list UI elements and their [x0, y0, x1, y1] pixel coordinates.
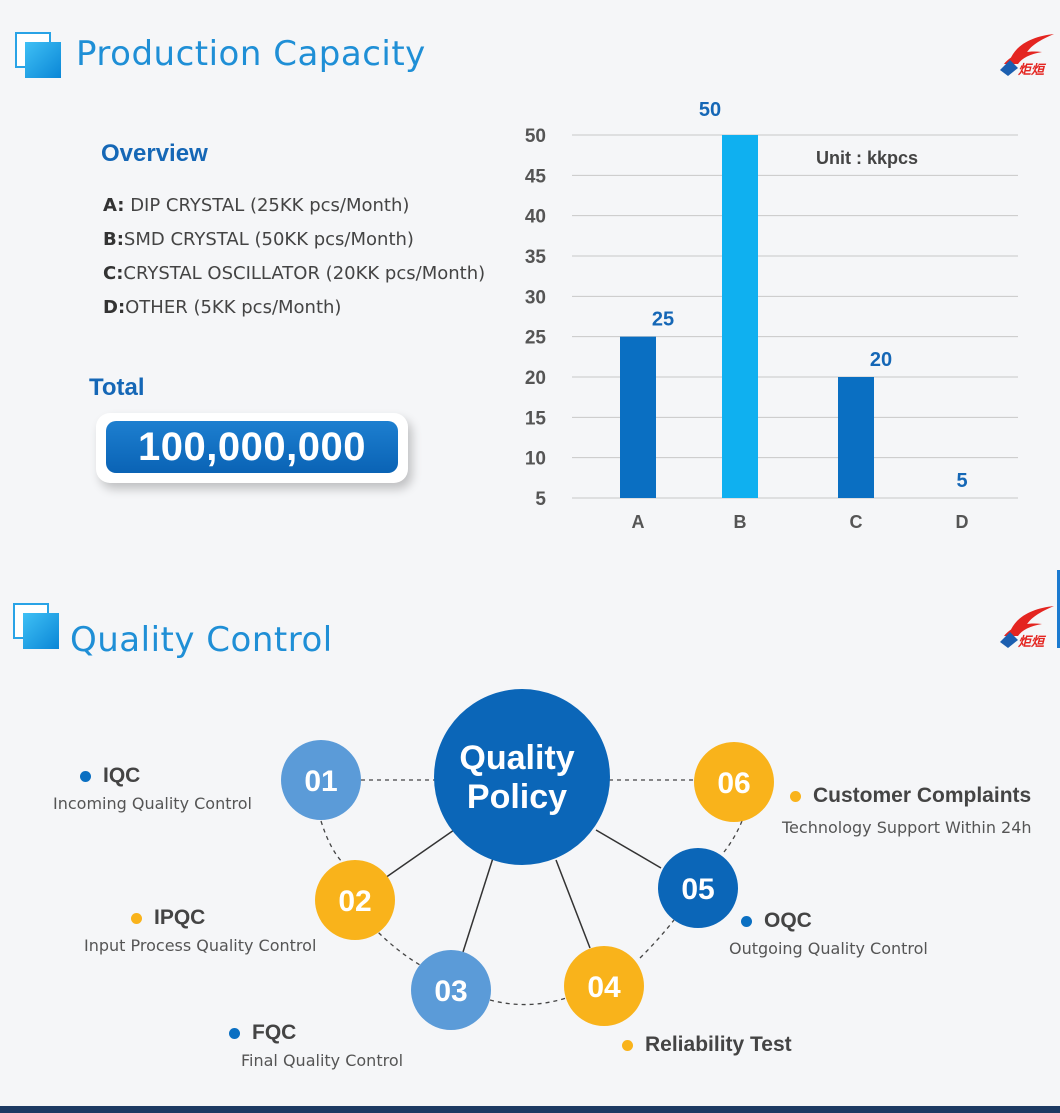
qc-node-number: 01 [304, 765, 337, 798]
qc-node-06 [694, 742, 774, 822]
bullet-dot [80, 770, 91, 782]
qc-label-reliability: Reliability Test [622, 1033, 792, 1057]
qc-node-number: 03 [434, 975, 467, 1008]
total-label: Total [89, 374, 145, 401]
unit-label: Unit : kkpcs [816, 148, 918, 168]
svg-text:炬烜: 炬烜 [1018, 634, 1047, 648]
qc-node-number: 05 [681, 873, 714, 906]
qc-node-03 [411, 950, 491, 1030]
bar-a [620, 336, 656, 498]
bottom-bar [0, 1106, 1060, 1113]
x-tick-label: C [850, 512, 863, 532]
qc-node-04 [564, 946, 644, 1026]
qc-label-ipqc: IPQC Input Process Quality Control [84, 906, 317, 955]
y-tick-label: 20 [525, 368, 546, 389]
section-title-production: Production Capacity [76, 34, 426, 74]
company-logo: 炬烜 [1000, 34, 1054, 76]
bar-c [838, 377, 874, 498]
overview-item-b: B:SMD CRYSTAL (50KK pcs/Month) [103, 229, 414, 250]
y-tick-label: 30 [525, 287, 546, 308]
qc-label-iqc: IQC Incoming Quality Control [53, 764, 252, 813]
total-value: 100,000,000 [106, 421, 398, 473]
data-label-a: 25 [652, 309, 674, 331]
y-tick-label: 50 [525, 126, 546, 147]
qc-node-number: 02 [338, 885, 371, 918]
data-label-d: 5 [956, 470, 967, 492]
total-box: 100,000,000 [96, 413, 408, 483]
quality-policy-line1: Quality [459, 739, 574, 777]
overview-heading: Overview [101, 140, 208, 167]
bullet-dot [790, 790, 801, 802]
data-label-c: 20 [870, 349, 892, 371]
y-tick-label: 5 [535, 489, 546, 510]
x-tick-label: A [632, 512, 645, 532]
overview-item-a: A: DIP CRYSTAL (25KK pcs/Month) [103, 195, 410, 216]
qc-node-number: 06 [717, 767, 750, 800]
x-tick-label: D [956, 512, 969, 532]
bullet-dot [741, 915, 752, 927]
company-logo: 炬烜 [1000, 606, 1054, 648]
y-tick-label: 10 [525, 449, 546, 470]
qc-node-01 [281, 740, 361, 820]
section-title-quality: Quality Control [70, 620, 333, 660]
overview-list: A: DIP CRYSTAL (25KK pcs/Month) B:SMD CR… [103, 193, 485, 329]
bullet-dot [131, 912, 142, 924]
quality-policy-line2: Policy [467, 778, 567, 816]
capacity-bar-chart: 5 10 15 20 25 30 35 40 45 50 25 A 50 B 20 C 5 D Unit : kkp… [525, 100, 1018, 532]
data-label-b: 50 [699, 100, 721, 121]
qc-label-fqc: FQC Final Quality Control [229, 1021, 403, 1070]
y-tick-label: 45 [525, 166, 547, 187]
quality-diagram: Quality Policy 01 02 03 04 05 06 [281, 689, 774, 1030]
x-tick-label: B [734, 512, 747, 532]
edge-accent [1057, 570, 1060, 648]
qc-label-customer-complaints: Customer Complaints Technology Support W… [782, 784, 1032, 837]
section-icon [13, 603, 61, 651]
overview-item-c: C:CRYSTAL OSCILLATOR (20KK pcs/Month) [103, 263, 486, 284]
qc-node-02 [315, 860, 395, 940]
y-tick-label: 35 [525, 247, 547, 268]
bar-b [722, 135, 758, 498]
overview-item-d: D:OTHER (5KK pcs/Month) [103, 297, 342, 318]
qc-node-05 [658, 848, 738, 928]
y-tick-label: 40 [525, 207, 546, 228]
y-tick-label: 25 [525, 328, 547, 349]
qc-node-number: 04 [587, 971, 621, 1004]
section-icon [15, 32, 63, 80]
bullet-dot [622, 1039, 633, 1051]
bullet-dot [229, 1027, 240, 1039]
quality-policy-circle [434, 689, 610, 865]
qc-label-oqc: OQC Outgoing Quality Control [729, 909, 928, 958]
y-tick-label: 15 [525, 408, 547, 429]
svg-text:炬烜: 炬烜 [1018, 62, 1047, 76]
